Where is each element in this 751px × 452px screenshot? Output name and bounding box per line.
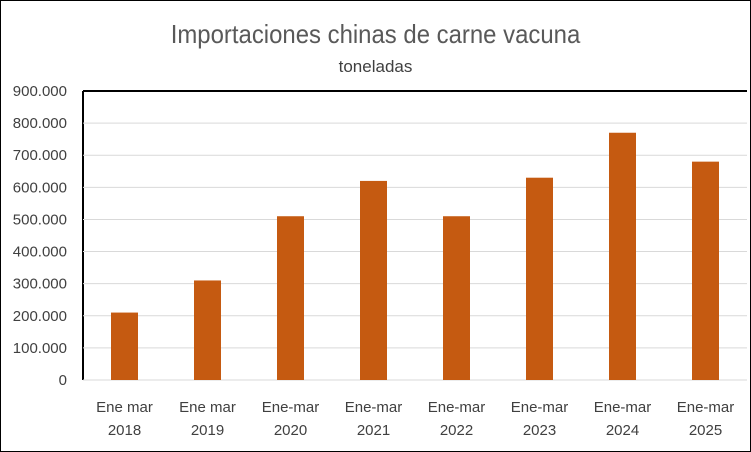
bar: [526, 177, 553, 380]
y-tick-label: 0: [59, 372, 67, 389]
chart-title: Importaciones chinas de carne vacuna: [170, 19, 581, 49]
bar: [194, 280, 221, 380]
x-tick-label: 2019: [191, 422, 224, 439]
x-tick-label: Ene-mar: [511, 399, 569, 416]
x-tick-label: 2022: [440, 422, 473, 439]
y-tick-label: 400.000: [13, 244, 67, 261]
y-tick-label: 700.000: [13, 147, 67, 164]
bar: [443, 216, 470, 380]
x-tick-label: 2018: [108, 422, 141, 439]
bar: [609, 132, 636, 380]
x-tick-label: Ene-mar: [345, 399, 403, 416]
bar: [360, 180, 387, 380]
x-tick-label: Ene-mar: [677, 399, 735, 416]
x-tick-label: Ene-mar: [262, 399, 320, 416]
x-tick-label: Ene mar: [179, 399, 236, 416]
y-tick-label: 800.000: [13, 115, 67, 132]
y-tick-label: 300.000: [13, 276, 67, 293]
y-tick-label: 500.000: [13, 211, 67, 228]
x-tick-label: 2024: [606, 422, 639, 439]
x-tick-label: Ene-mar: [428, 399, 486, 416]
bar: [692, 161, 719, 380]
y-tick-label: 900.000: [13, 83, 67, 100]
x-tick-label: 2025: [689, 422, 722, 439]
x-tick-label: 2021: [357, 422, 390, 439]
x-tick-label: 2020: [274, 422, 307, 439]
bar: [277, 216, 304, 380]
y-tick-label: 100.000: [13, 340, 67, 357]
x-tick-label: Ene mar: [96, 399, 153, 416]
bar: [111, 312, 138, 380]
chart-subtitle: toneladas: [338, 57, 413, 76]
x-tick-label: 2023: [523, 422, 556, 439]
y-tick-label: 600.000: [13, 179, 67, 196]
y-tick-label: 200.000: [13, 308, 67, 325]
x-tick-label: Ene-mar: [594, 399, 652, 416]
